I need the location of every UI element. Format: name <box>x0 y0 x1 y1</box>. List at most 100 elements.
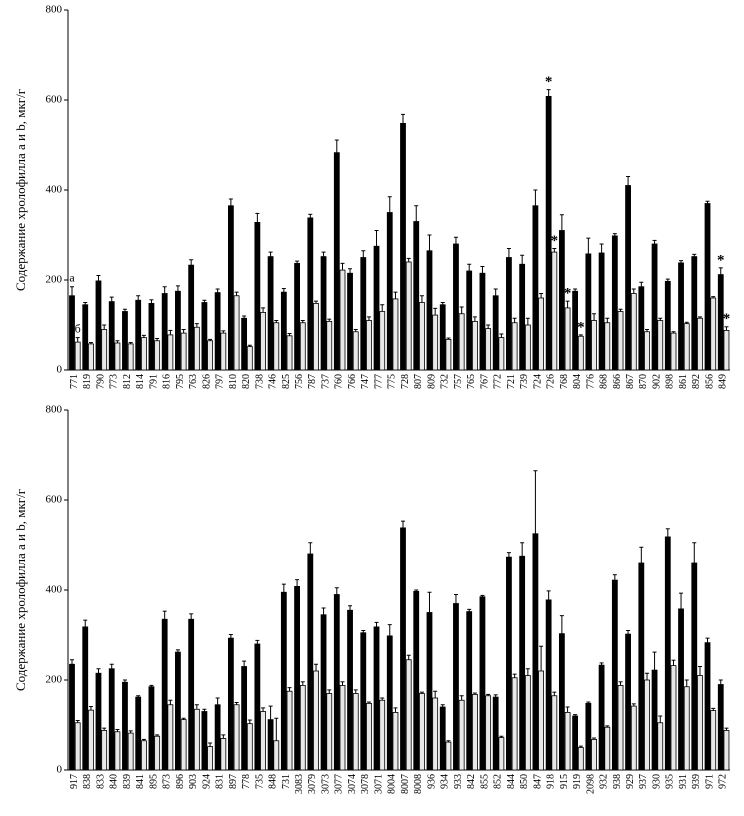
bar <box>458 313 465 371</box>
x-tick-label: 903 <box>188 774 199 789</box>
series-label: a <box>69 271 75 285</box>
bar <box>710 710 717 771</box>
bar <box>630 705 637 771</box>
bar <box>320 256 327 371</box>
bar <box>175 651 181 771</box>
annotation: * <box>551 233 559 249</box>
x-tick-label: 934 <box>440 774 451 789</box>
bar <box>405 659 412 771</box>
annotation: * <box>545 74 553 90</box>
bar <box>400 123 406 371</box>
bar <box>485 328 492 371</box>
bar <box>678 608 684 771</box>
bar <box>241 666 248 771</box>
bar <box>254 643 261 771</box>
x-tick-label: 787 <box>307 374 318 389</box>
y-tick-label: 800 <box>46 404 63 416</box>
bar <box>108 668 115 771</box>
bar <box>723 730 730 771</box>
bar <box>558 633 565 771</box>
bar <box>214 292 221 371</box>
x-tick-label: 842 <box>466 774 477 789</box>
bar <box>419 302 425 371</box>
bar <box>604 322 611 371</box>
bar <box>74 341 81 371</box>
bar <box>214 704 221 771</box>
x-tick-label: 3077 <box>334 774 345 794</box>
x-tick-label: 937 <box>638 774 649 789</box>
bar <box>140 337 147 371</box>
bar <box>691 562 698 771</box>
y-tick-label: 600 <box>46 494 63 506</box>
x-tick-label: 825 <box>281 374 292 389</box>
bar <box>339 269 346 371</box>
bar <box>254 221 261 371</box>
x-tick-label: 873 <box>162 774 173 789</box>
y-tick-label: 200 <box>46 274 63 286</box>
bar <box>366 703 372 771</box>
bar <box>227 637 234 771</box>
x-tick-label: 3079 <box>307 774 318 794</box>
bar <box>220 738 227 771</box>
bar <box>432 314 439 371</box>
bar <box>286 690 293 771</box>
bar <box>180 719 187 771</box>
bar <box>188 618 195 771</box>
x-tick-label: 724 <box>532 374 543 389</box>
bar <box>498 337 505 371</box>
bar <box>617 311 624 371</box>
x-tick-label: 731 <box>281 774 292 789</box>
x-tick-label: 847 <box>532 774 543 789</box>
bar <box>551 251 558 371</box>
bar <box>591 739 597 771</box>
bar <box>333 152 340 371</box>
bar <box>532 205 539 371</box>
bar <box>267 719 274 771</box>
x-tick-label: 866 <box>612 374 623 389</box>
x-tick-label: 936 <box>426 774 437 789</box>
x-tick-label: 933 <box>453 774 464 789</box>
bar <box>625 633 631 771</box>
x-tick-label: 938 <box>612 774 623 789</box>
bar <box>95 672 102 771</box>
bar <box>373 245 380 371</box>
x-tick-label: 929 <box>625 774 636 789</box>
bar <box>710 297 717 371</box>
bar <box>114 731 121 771</box>
bar <box>657 722 664 771</box>
x-tick-label: 895 <box>148 774 159 789</box>
x-tick-label: 807 <box>413 374 424 389</box>
x-tick-label: 746 <box>268 374 279 389</box>
bar <box>644 679 650 771</box>
bar <box>453 603 459 771</box>
bar <box>704 642 711 771</box>
bar <box>392 298 399 371</box>
bar <box>511 322 518 371</box>
x-tick-label: 2098 <box>585 774 596 794</box>
bar <box>241 317 248 371</box>
bar <box>386 635 393 771</box>
bar <box>506 556 512 771</box>
bar <box>670 332 677 371</box>
bar <box>161 618 168 771</box>
bar <box>651 243 658 371</box>
bar <box>122 311 128 371</box>
bar <box>233 295 240 371</box>
x-tick-label: 810 <box>228 374 239 389</box>
bar <box>101 730 108 771</box>
bar <box>366 320 372 371</box>
bar <box>299 322 306 371</box>
x-tick-label: 833 <box>95 774 106 789</box>
bar <box>697 675 703 771</box>
y-tick-label: 800 <box>46 4 63 16</box>
x-tick-label: 735 <box>254 774 265 789</box>
x-tick-label: 855 <box>479 774 490 789</box>
bar <box>246 723 253 771</box>
x-tick-label: 768 <box>559 374 570 389</box>
bar <box>638 286 645 371</box>
x-tick-label: 804 <box>572 374 583 389</box>
bar <box>326 320 333 371</box>
x-tick-label: 852 <box>493 774 504 789</box>
bar <box>419 693 425 771</box>
bar <box>82 304 89 371</box>
